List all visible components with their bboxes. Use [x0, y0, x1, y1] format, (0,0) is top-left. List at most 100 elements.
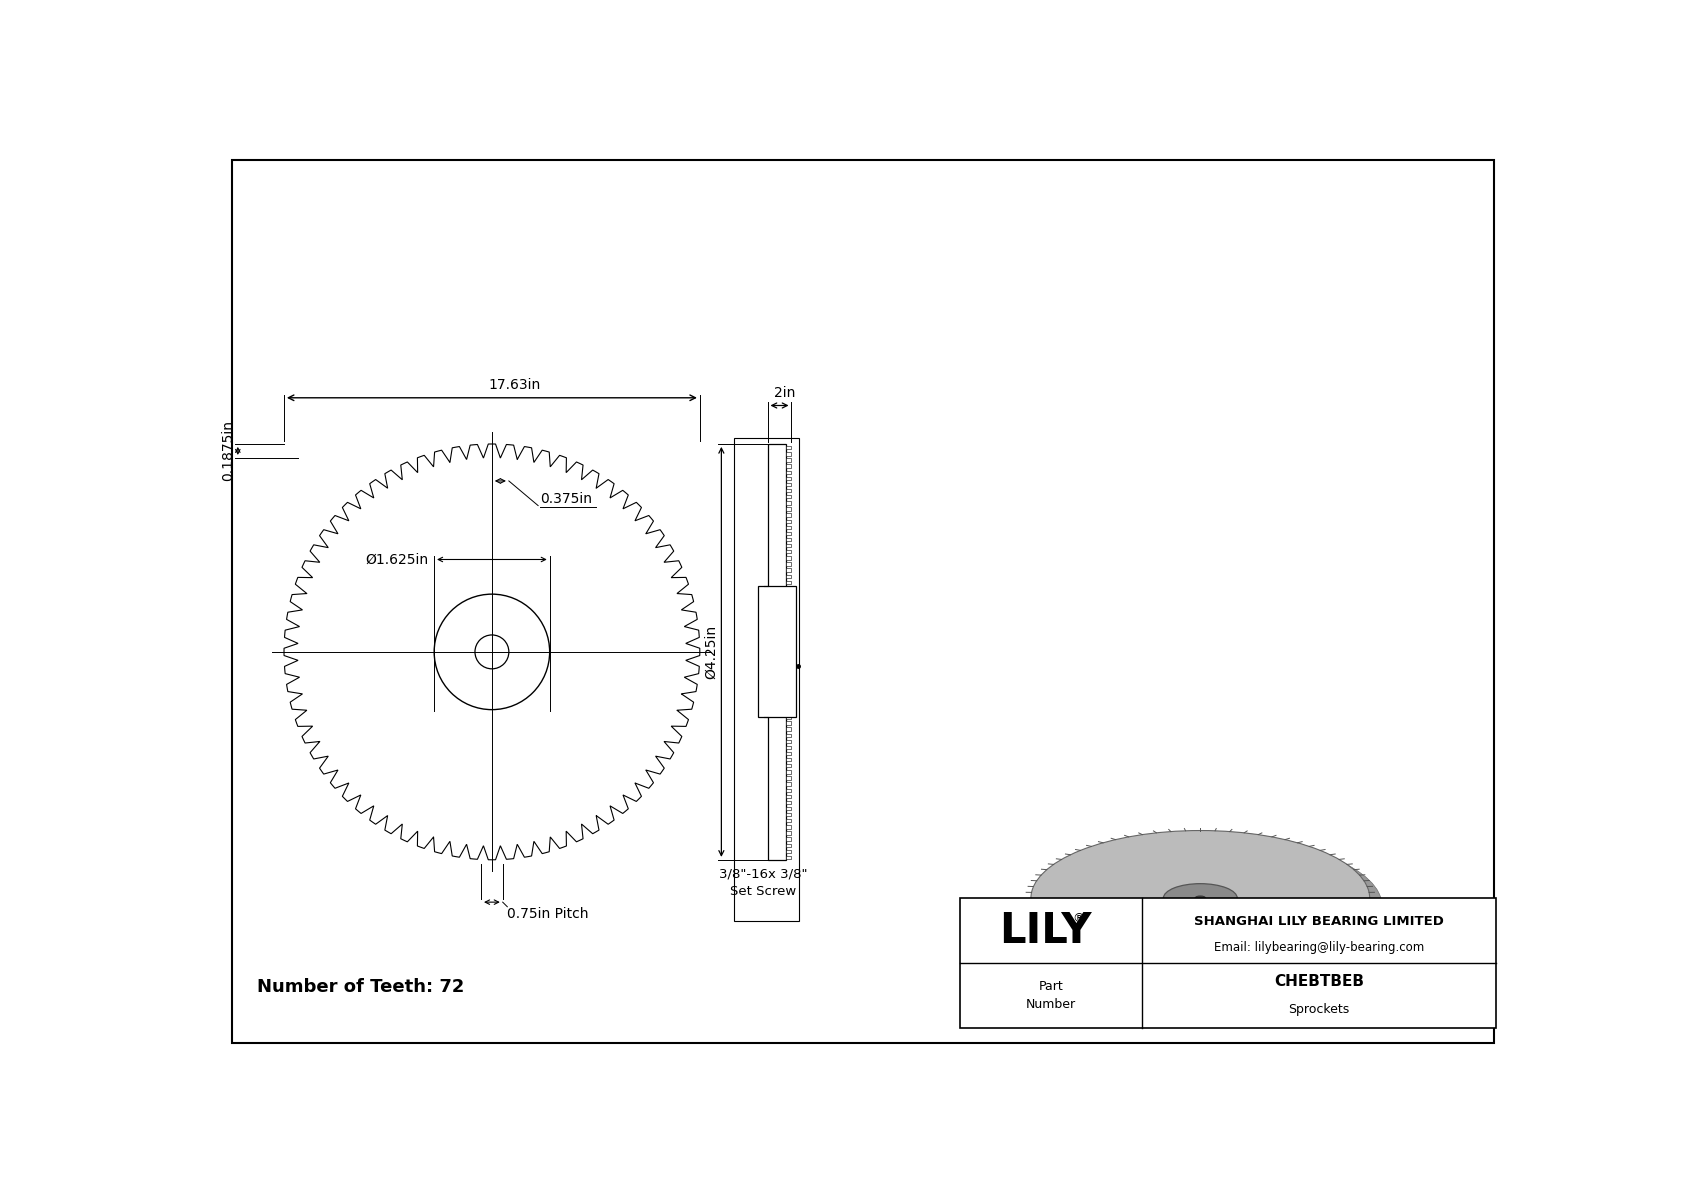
- Bar: [786, 525, 791, 529]
- Polygon shape: [1320, 943, 1339, 954]
- Polygon shape: [1236, 833, 1256, 841]
- Text: Email: lilybearing@lily-bearing.com: Email: lilybearing@lily-bearing.com: [1214, 941, 1425, 954]
- Polygon shape: [1276, 838, 1297, 847]
- Bar: [786, 470, 791, 474]
- Bar: [786, 642, 791, 646]
- Polygon shape: [1356, 923, 1371, 934]
- Polygon shape: [1253, 834, 1273, 843]
- Polygon shape: [1337, 859, 1354, 869]
- Ellipse shape: [1164, 884, 1238, 913]
- Bar: [786, 740, 791, 743]
- Polygon shape: [1285, 840, 1305, 849]
- Bar: [786, 562, 791, 566]
- Polygon shape: [1366, 909, 1379, 921]
- Polygon shape: [1192, 830, 1212, 838]
- Polygon shape: [1293, 842, 1312, 852]
- Polygon shape: [1327, 941, 1344, 952]
- Text: Sprockets: Sprockets: [1288, 1003, 1351, 1016]
- Bar: [786, 447, 791, 449]
- Polygon shape: [1356, 871, 1371, 881]
- Bar: [786, 819, 791, 823]
- Bar: [786, 709, 791, 712]
- Bar: [786, 581, 791, 584]
- Bar: [786, 673, 791, 675]
- Polygon shape: [1359, 874, 1374, 885]
- Bar: [960, 898, 1495, 1028]
- Bar: [786, 722, 791, 724]
- Ellipse shape: [1042, 838, 1383, 974]
- Bar: [786, 453, 791, 456]
- Polygon shape: [1244, 833, 1265, 842]
- Bar: [786, 513, 791, 517]
- Polygon shape: [1367, 887, 1381, 899]
- Polygon shape: [1366, 884, 1379, 896]
- Polygon shape: [1218, 831, 1239, 840]
- Polygon shape: [1347, 929, 1364, 940]
- Bar: [786, 660, 791, 663]
- Bar: [786, 507, 791, 511]
- Bar: [786, 765, 791, 767]
- Ellipse shape: [1031, 830, 1369, 966]
- Bar: [786, 777, 791, 780]
- Polygon shape: [1300, 843, 1319, 853]
- Polygon shape: [1369, 898, 1383, 910]
- Polygon shape: [1270, 959, 1290, 968]
- Bar: [786, 771, 791, 774]
- Polygon shape: [1369, 891, 1383, 903]
- Polygon shape: [1327, 853, 1344, 863]
- Polygon shape: [1332, 855, 1349, 866]
- Polygon shape: [1285, 955, 1305, 965]
- Text: ®: ®: [1073, 912, 1084, 924]
- Bar: [786, 501, 791, 505]
- Bar: [786, 856, 791, 859]
- Bar: [786, 757, 791, 761]
- Polygon shape: [1314, 848, 1332, 858]
- Text: Number of Teeth: 72: Number of Teeth: 72: [258, 978, 465, 996]
- Bar: [786, 574, 791, 578]
- Polygon shape: [1314, 946, 1332, 956]
- Bar: [786, 538, 791, 541]
- Bar: [786, 482, 791, 486]
- Polygon shape: [1218, 965, 1239, 973]
- Bar: [786, 490, 791, 492]
- Polygon shape: [1320, 850, 1339, 861]
- Polygon shape: [1261, 960, 1282, 969]
- Bar: [786, 794, 791, 798]
- Polygon shape: [1369, 902, 1383, 913]
- Text: 17.63in: 17.63in: [488, 379, 541, 392]
- Bar: [786, 544, 791, 548]
- Polygon shape: [1369, 894, 1383, 906]
- Bar: [786, 715, 791, 718]
- Polygon shape: [1351, 867, 1367, 879]
- Bar: [786, 782, 791, 786]
- Bar: [786, 806, 791, 810]
- Bar: [786, 617, 791, 621]
- Polygon shape: [1359, 919, 1374, 930]
- Text: Part
Number: Part Number: [1026, 980, 1076, 1011]
- Polygon shape: [1244, 962, 1265, 972]
- Bar: [786, 654, 791, 657]
- Bar: [786, 849, 791, 853]
- Text: 0.75in Pitch: 0.75in Pitch: [507, 906, 589, 921]
- Bar: [734, 438, 800, 922]
- Bar: [786, 728, 791, 731]
- Bar: [786, 599, 791, 603]
- Polygon shape: [1293, 953, 1312, 962]
- Text: 0.1875in: 0.1875in: [221, 420, 234, 481]
- Bar: [768, 444, 786, 860]
- Polygon shape: [1253, 961, 1273, 971]
- Polygon shape: [1351, 925, 1367, 937]
- Bar: [786, 685, 791, 688]
- Polygon shape: [1261, 835, 1282, 844]
- Polygon shape: [1367, 905, 1381, 917]
- Polygon shape: [285, 444, 701, 860]
- Bar: [786, 531, 791, 535]
- Polygon shape: [1307, 949, 1325, 959]
- Bar: [786, 568, 791, 572]
- Text: SHANGHAI LILY BEARING LIMITED: SHANGHAI LILY BEARING LIMITED: [1194, 915, 1445, 928]
- Text: LILY: LILY: [999, 910, 1091, 952]
- Text: CHEBTBEB: CHEBTBEB: [1275, 973, 1364, 989]
- Bar: [786, 825, 791, 829]
- Bar: [786, 679, 791, 682]
- Circle shape: [475, 635, 509, 669]
